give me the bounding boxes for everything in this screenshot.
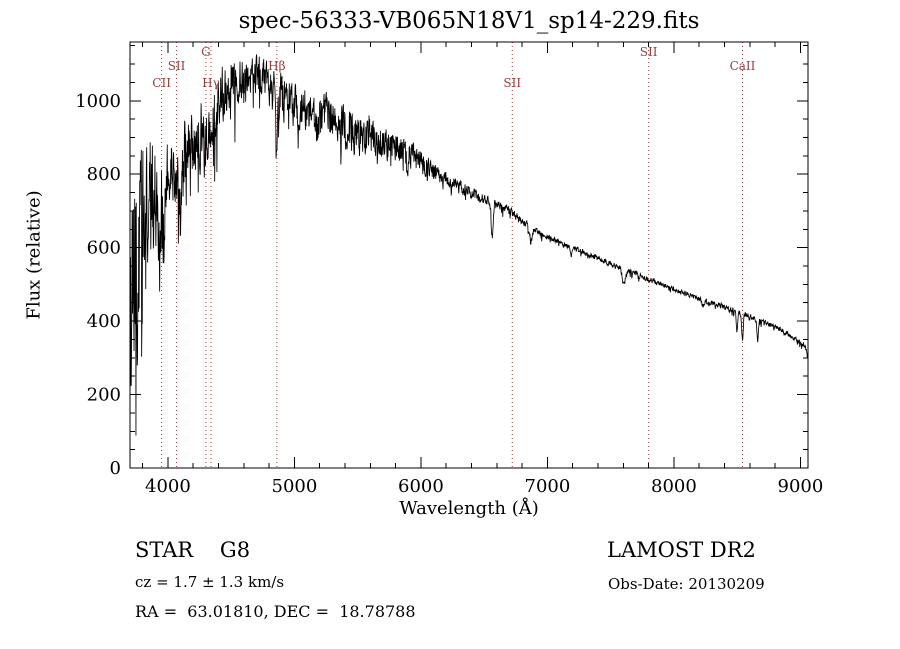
spectral-line-label: Hβ — [268, 59, 285, 73]
x-tick-label: 7000 — [525, 476, 571, 497]
x-tick-label: 6000 — [398, 476, 444, 497]
spectral-line-label: G — [201, 45, 211, 59]
plot-frame — [129, 41, 809, 469]
x-tick-label: 5000 — [272, 476, 318, 497]
y-axis-label: Flux (relative) — [23, 190, 45, 320]
spectral-line-label: SII — [503, 76, 521, 90]
coordinates: RA = 63.01810, DEC = 18.78788 — [135, 602, 416, 621]
y-tick-label: 200 — [87, 385, 121, 406]
x-tick-label: 8000 — [651, 476, 697, 497]
radial-velocity: cz = 1.7 ± 1.3 km/s — [135, 573, 285, 591]
spectral-line-label: SII — [640, 45, 658, 59]
observation-date: Obs-Date: 20130209 — [608, 575, 765, 593]
y-tick-label: 1000 — [75, 91, 121, 112]
x-tick-label: 9000 — [778, 476, 824, 497]
spectral-line-label: SII — [168, 59, 186, 73]
y-tick-label: 800 — [87, 164, 121, 185]
spectrum-line — [129, 54, 809, 436]
spectral-line-label: Hγ — [202, 76, 220, 90]
spectral-line-label: CII — [152, 76, 171, 90]
spectral-line-label: CaII — [730, 59, 756, 73]
x-axis-label: Wavelength (Å) — [399, 498, 539, 519]
y-tick-label: 0 — [110, 458, 121, 479]
object-classification: STAR G8 — [135, 538, 251, 562]
survey-name: LAMOST DR2 — [607, 538, 756, 562]
chart-title: spec-56333-VB065N18V1_sp14-229.fits — [238, 8, 700, 34]
y-tick-label: 400 — [87, 311, 121, 332]
y-tick-label: 600 — [87, 238, 121, 259]
x-tick-label: 4000 — [145, 476, 191, 497]
